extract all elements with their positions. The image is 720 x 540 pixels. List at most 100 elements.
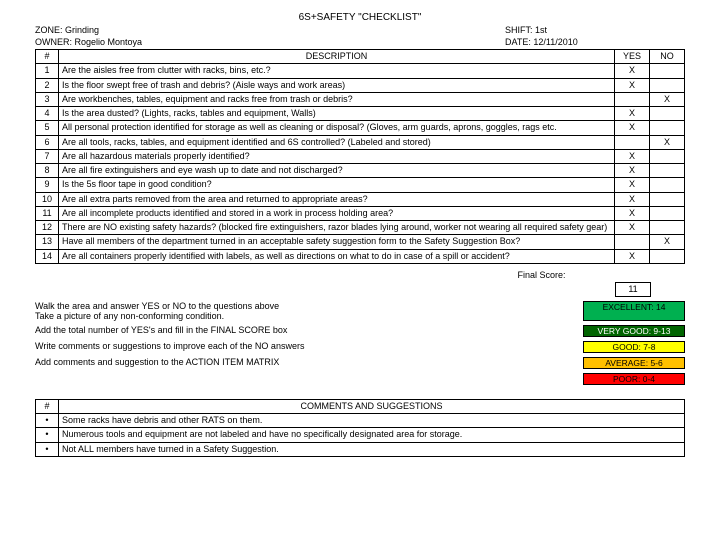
row-yes	[615, 235, 650, 249]
table-row: 4Is the area dusted? (Lights, racks, tab…	[36, 107, 685, 121]
comment-bullet: •	[36, 428, 59, 442]
owner-date-line: OWNER: Rogelio Montoya DATE: 12/11/2010	[35, 37, 685, 47]
row-number: 9	[36, 178, 59, 192]
row-no	[650, 64, 685, 78]
table-row: 9Is the 5s floor tape in good condition?…	[36, 178, 685, 192]
row-yes: X	[615, 178, 650, 192]
col-description: DESCRIPTION	[59, 50, 615, 64]
table-row: 5All personal protection identified for …	[36, 121, 685, 135]
shift-value: 1st	[535, 25, 547, 35]
row-description: Is the area dusted? (Lights, racks, tabl…	[59, 107, 615, 121]
row-no	[650, 78, 685, 92]
row-no	[650, 149, 685, 163]
row-number: 10	[36, 192, 59, 206]
row-yes: X	[615, 249, 650, 263]
row-yes: X	[615, 149, 650, 163]
col-yes: YES	[615, 50, 650, 64]
row-no: X	[650, 235, 685, 249]
row-description: Are all tools, racks, tables, and equipm…	[59, 135, 615, 149]
page-title: 6S+SAFETY "CHECKLIST"	[35, 12, 685, 23]
table-row: 7Are all hazardous materials properly id…	[36, 149, 685, 163]
table-row: 3Are workbenches, tables, equipment and …	[36, 92, 685, 106]
row-yes: X	[615, 221, 650, 235]
row-number: 7	[36, 149, 59, 163]
table-row: 8Are all fire extinguishers and eye wash…	[36, 164, 685, 178]
row-no	[650, 249, 685, 263]
row-no: X	[650, 92, 685, 106]
date-label: DATE:	[505, 37, 531, 47]
table-row: 13Have all members of the department tur…	[36, 235, 685, 249]
row-description: Is the 5s floor tape in good condition?	[59, 178, 615, 192]
row-number: 14	[36, 249, 59, 263]
row-no	[650, 164, 685, 178]
table-row: 2Is the floor swept free of trash and de…	[36, 78, 685, 92]
row-description: Are all incomplete products identified a…	[59, 206, 615, 220]
row-number: 3	[36, 92, 59, 106]
instructions-block: Walk the area and answer YES or NO to th…	[35, 301, 685, 385]
row-description: All personal protection identified for s…	[59, 121, 615, 135]
row-yes: X	[615, 64, 650, 78]
row-no	[650, 192, 685, 206]
row-no	[650, 221, 685, 235]
col-no: NO	[650, 50, 685, 64]
table-row: 12There are NO existing safety hazards? …	[36, 221, 685, 235]
date-value: 12/11/2010	[533, 37, 577, 47]
row-yes: X	[615, 164, 650, 178]
instruction-text: Write comments or suggestions to improve…	[35, 341, 583, 353]
scale-cell: EXCELLENT: 14	[583, 301, 685, 321]
table-row: 10Are all extra parts removed from the a…	[36, 192, 685, 206]
scale-cell: GOOD: 7-8	[583, 341, 685, 353]
instruction-row: Write comments or suggestions to improve…	[35, 341, 685, 353]
row-number: 8	[36, 164, 59, 178]
row-yes	[615, 92, 650, 106]
instruction-row: Add the total number of YES's and fill i…	[35, 325, 685, 337]
zone-label: ZONE:	[35, 25, 63, 35]
comment-row: •Numerous tools and equipment are not la…	[36, 428, 685, 442]
scale-cell: VERY GOOD: 9-13	[583, 325, 685, 337]
row-number: 11	[36, 206, 59, 220]
table-row: 14Are all containers properly identified…	[36, 249, 685, 263]
table-row: 6Are all tools, racks, tables, and equip…	[36, 135, 685, 149]
scale-cell: POOR: 0-4	[583, 373, 685, 385]
shift-label: SHIFT:	[505, 25, 533, 35]
instruction-text: Walk the area and answer YES or NO to th…	[35, 301, 583, 321]
table-row: 1Are the aisles free from clutter with r…	[36, 64, 685, 78]
row-description: Are all hazardous materials properly ide…	[59, 149, 615, 163]
row-description: Are all fire extinguishers and eye wash …	[59, 164, 615, 178]
table-row: 11Are all incomplete products identified…	[36, 206, 685, 220]
comment-row: •Not ALL members have turned in a Safety…	[36, 442, 685, 456]
row-yes: X	[615, 78, 650, 92]
scale-cell: AVERAGE: 5-6	[583, 357, 685, 369]
row-number: 1	[36, 64, 59, 78]
comments-table: # COMMENTS AND SUGGESTIONS •Some racks h…	[35, 399, 685, 457]
row-description: Are all extra parts removed from the are…	[59, 192, 615, 206]
row-description: Have all members of the department turne…	[59, 235, 615, 249]
comment-text: Some racks have debris and other RATS on…	[59, 414, 685, 428]
instruction-row: POOR: 0-4	[35, 373, 685, 385]
row-description: Are the aisles free from clutter with ra…	[59, 64, 615, 78]
row-no	[650, 107, 685, 121]
comment-bullet: •	[36, 414, 59, 428]
checklist-table: # DESCRIPTION YES NO 1Are the aisles fre…	[35, 49, 685, 264]
comment-text: Not ALL members have turned in a Safety …	[59, 442, 685, 456]
row-yes: X	[615, 121, 650, 135]
row-yes	[615, 135, 650, 149]
row-no	[650, 121, 685, 135]
row-yes: X	[615, 206, 650, 220]
row-description: There are NO existing safety hazards? (b…	[59, 221, 615, 235]
owner-value: Rogelio Montoya	[75, 37, 143, 47]
row-description: Are all containers properly identified w…	[59, 249, 615, 263]
row-description: Are workbenches, tables, equipment and r…	[59, 92, 615, 106]
final-score-value: 11	[616, 282, 651, 296]
row-description: Is the floor swept free of trash and deb…	[59, 78, 615, 92]
comment-bullet: •	[36, 442, 59, 456]
row-no	[650, 178, 685, 192]
row-yes: X	[615, 192, 650, 206]
col-num: #	[36, 50, 59, 64]
comments-header: COMMENTS AND SUGGESTIONS	[59, 399, 685, 413]
row-yes: X	[615, 107, 650, 121]
final-score-section: Final Score: 11	[35, 266, 685, 297]
comment-text: Numerous tools and equipment are not lab…	[59, 428, 685, 442]
instruction-text: Add comments and suggestion to the ACTIO…	[35, 357, 583, 369]
final-score-label: Final Score:	[35, 266, 616, 282]
